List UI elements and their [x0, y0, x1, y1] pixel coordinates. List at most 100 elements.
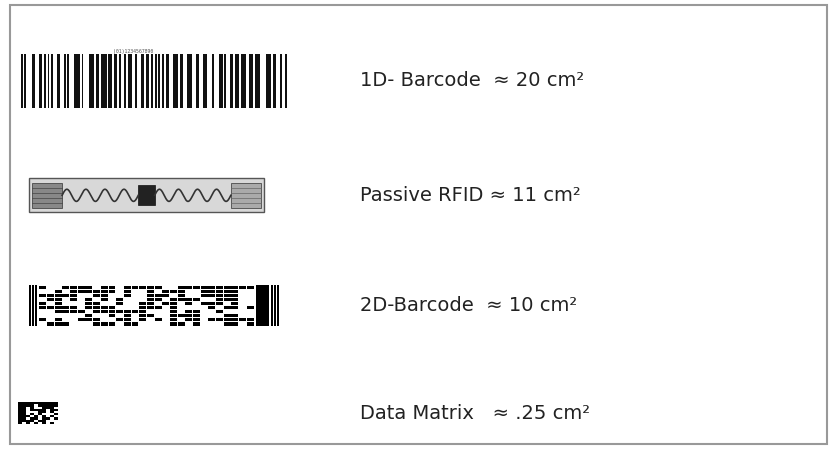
Bar	[185, 302, 192, 305]
Bar	[44, 54, 46, 108]
Bar	[49, 409, 54, 411]
Bar	[155, 294, 161, 297]
Text: 2D-Barcode  ≈ 10 cm²: 2D-Barcode ≈ 10 cm²	[359, 296, 577, 315]
Bar	[29, 405, 33, 407]
Bar	[24, 54, 26, 108]
Bar	[33, 415, 38, 418]
Bar	[124, 310, 130, 313]
Bar	[29, 409, 33, 411]
Bar	[279, 54, 281, 108]
Bar	[96, 54, 99, 108]
Bar	[29, 285, 31, 326]
Bar	[54, 306, 62, 309]
Text: Data Matrix   ≈ .25 cm²: Data Matrix ≈ .25 cm²	[359, 404, 589, 423]
Bar	[124, 286, 130, 289]
Bar	[21, 54, 23, 108]
Bar	[78, 286, 84, 289]
Bar	[223, 314, 231, 317]
Bar	[116, 310, 123, 313]
Bar	[93, 302, 100, 305]
Bar	[46, 418, 49, 419]
Bar	[135, 54, 137, 108]
Bar	[38, 411, 42, 413]
Bar	[54, 298, 62, 301]
Bar	[85, 302, 92, 305]
Bar	[22, 407, 26, 409]
Bar	[78, 310, 84, 313]
Bar	[54, 409, 58, 411]
Bar	[223, 322, 231, 326]
Bar	[116, 298, 123, 301]
Bar	[223, 286, 231, 289]
Bar	[216, 298, 222, 301]
Bar	[223, 290, 231, 293]
Bar	[22, 418, 26, 419]
Bar	[70, 310, 77, 313]
Bar	[93, 318, 100, 321]
Bar	[85, 290, 92, 293]
Bar	[177, 314, 185, 317]
Bar	[201, 286, 207, 289]
Bar	[49, 411, 54, 413]
Bar	[155, 318, 161, 321]
Bar	[46, 402, 49, 405]
Bar	[32, 183, 62, 208]
Bar	[29, 413, 33, 415]
Bar	[232, 290, 238, 293]
Bar	[42, 415, 46, 418]
Bar	[208, 286, 215, 289]
Bar	[232, 302, 238, 305]
Bar	[42, 407, 46, 409]
Bar	[63, 306, 69, 309]
Bar	[54, 402, 58, 405]
Bar	[235, 54, 238, 108]
Bar	[38, 419, 42, 422]
Bar	[255, 285, 269, 326]
Bar	[22, 402, 26, 405]
Bar	[47, 306, 54, 309]
Bar	[29, 418, 33, 419]
Bar	[114, 54, 117, 108]
Bar	[166, 54, 169, 108]
Bar	[78, 318, 84, 321]
Bar	[39, 306, 46, 309]
Bar	[93, 322, 100, 326]
Bar	[109, 322, 115, 326]
Bar	[33, 422, 38, 424]
Bar	[22, 415, 26, 418]
Bar	[193, 286, 200, 289]
Bar	[155, 54, 156, 108]
Bar	[232, 306, 238, 309]
Bar	[186, 54, 192, 108]
Bar	[85, 286, 92, 289]
Bar	[54, 322, 62, 326]
Bar	[155, 306, 161, 309]
Bar	[232, 294, 238, 297]
Bar	[26, 402, 29, 405]
Bar	[70, 294, 77, 297]
Bar	[29, 402, 33, 405]
Bar	[49, 422, 54, 424]
Bar	[193, 322, 200, 326]
Bar	[33, 409, 38, 411]
Bar	[85, 318, 92, 321]
Bar	[139, 302, 146, 305]
Bar	[47, 322, 54, 326]
Bar	[147, 314, 154, 317]
Bar	[170, 290, 176, 293]
Bar	[18, 402, 22, 405]
Bar	[170, 302, 176, 305]
Bar	[223, 298, 231, 301]
Bar	[18, 418, 22, 419]
Bar	[85, 298, 92, 301]
Bar	[232, 322, 238, 326]
Bar	[18, 405, 22, 407]
Bar	[85, 306, 92, 309]
Bar	[247, 322, 253, 326]
Bar	[201, 294, 207, 297]
Bar	[39, 294, 46, 297]
Bar	[29, 419, 33, 422]
Bar	[254, 54, 260, 108]
Bar	[54, 405, 58, 407]
Bar	[177, 294, 185, 297]
